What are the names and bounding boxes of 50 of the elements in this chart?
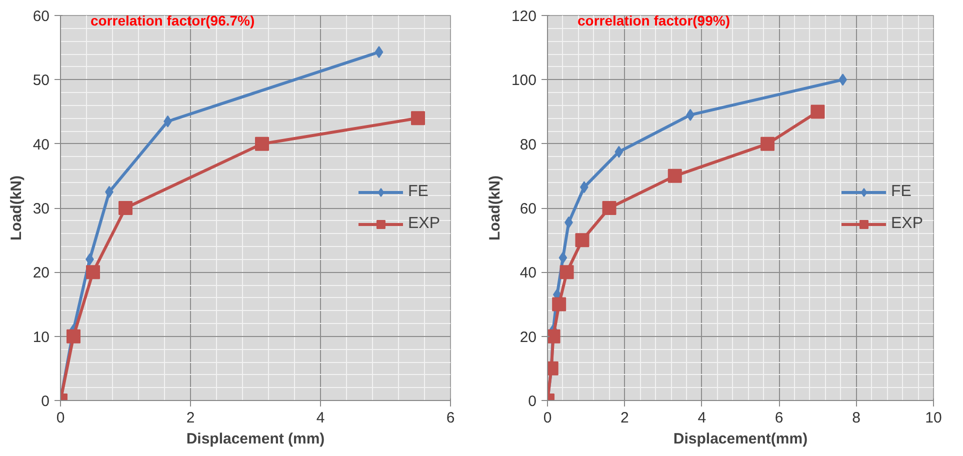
point [614,146,624,158]
point [558,252,568,264]
x-tick-label: 8 [852,410,860,426]
point [255,136,269,151]
y-axis-title: Load(kN) [8,176,25,240]
y-tick-label: 120 [511,8,537,25]
legend-label: EXP [408,214,440,232]
point [560,265,574,280]
x-axis-title: Displacement(mm) [673,430,808,448]
y-tick-label: 50 [32,72,50,90]
point [602,201,616,215]
point [668,168,682,183]
y-tick-label: 40 [520,264,537,282]
annotation: correlation factor(99%) [578,12,730,28]
point [810,104,825,119]
y-tick-label: 20 [520,328,537,346]
point [552,297,566,312]
point [575,233,590,248]
x-tick-label: 4 [698,410,706,426]
x-tick-label: 6 [446,410,455,426]
y-tick-label: 60 [32,8,50,25]
point [411,111,425,126]
legend-label: FE [408,182,428,200]
point [548,329,560,344]
legend-label: EXP [890,214,923,232]
y-tick-label: 20 [32,264,50,282]
x-tick-label: 0 [543,410,552,426]
y-tick-label: 100 [511,72,537,90]
y-tick-label: 40 [32,136,50,154]
y-axis-title: Load(kN) [486,176,504,240]
x-tick-label: 2 [620,410,629,426]
legend-label: FE [890,182,912,200]
point [760,136,775,151]
x-tick-label: 10 [925,410,942,426]
point [86,265,100,280]
x-tick-label: 4 [316,410,325,426]
x-tick-label: 2 [186,410,195,426]
point [66,329,80,344]
point [118,201,132,215]
y-tick-label: 0 [41,393,50,410]
y-tick-label: 60 [520,200,537,218]
y-tick-label: 0 [528,393,536,410]
x-axis-title: Displacement (mm) [186,430,325,448]
y-tick-label: 10 [32,328,50,346]
x-tick-label: 0 [56,410,65,426]
y-tick-label: 80 [520,136,537,154]
annotation: correlation factor(96.7%) [90,12,255,28]
point [374,46,384,58]
y-tick-label: 30 [32,200,50,218]
x-tick-label: 6 [774,410,784,426]
